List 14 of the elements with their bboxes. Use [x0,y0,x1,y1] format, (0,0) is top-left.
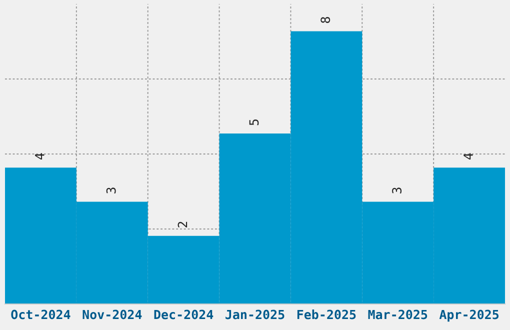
data-label: 4 [35,153,44,160]
x-tick-label: Apr-2025 [439,310,499,322]
data-label: 4 [464,153,473,160]
data-label: 3 [392,188,402,194]
x-tick-label: Mar-2025 [368,310,428,320]
data-label: 3 [106,188,116,194]
x-tick-label: Nov-2024 [82,310,142,320]
data-label: 8 [320,17,330,23]
x-tick-label: Jan-2025 [226,310,284,320]
x-tick-label: Dec-2024 [154,310,214,320]
x-tick-label: Feb-2025 [297,310,356,320]
x-tick-label: Oct-2024 [11,310,70,320]
data-label: 5 [249,119,259,126]
data-label: 2 [178,222,188,228]
